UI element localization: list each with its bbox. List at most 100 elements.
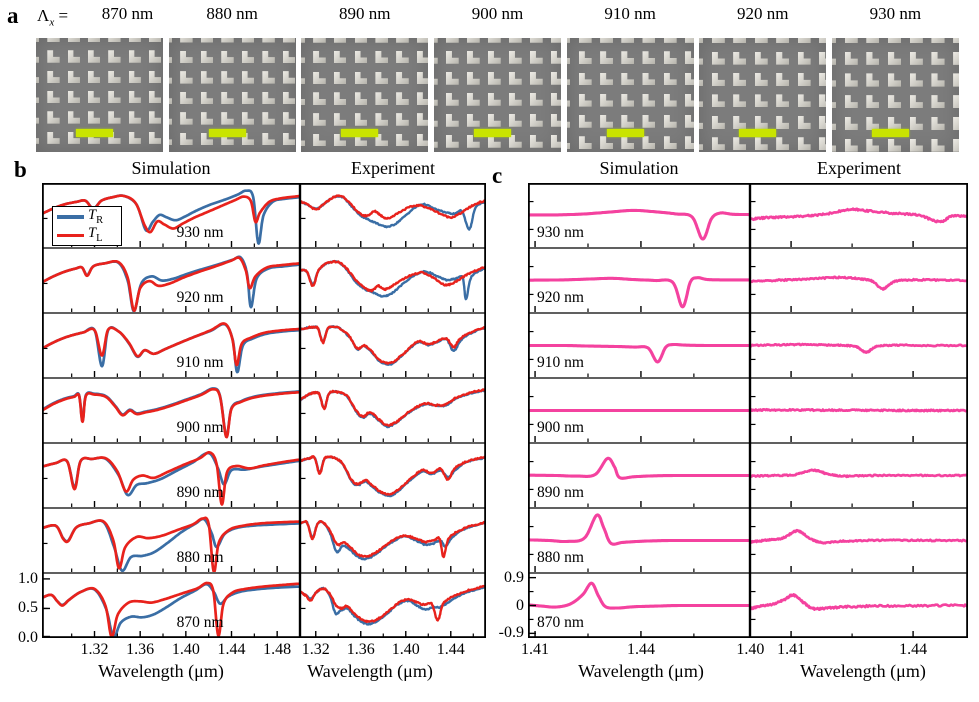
meta-atom-l-shape [87,50,101,63]
meta-atom-l-shape [67,70,80,83]
meta-atom-l-shape [445,93,459,106]
meta-atom-l-shape [797,38,811,44]
meta-atom-l-shape [148,38,162,43]
meta-atom-l-shape [831,73,837,87]
meta-atom-l-shape [396,38,409,43]
meta-atom-l-shape [47,90,60,104]
meta-atom-l-shape [466,93,480,106]
curve-c-870nm-CD [751,593,967,612]
meta-atom-l-shape [47,70,60,83]
meta-atom-l-shape [180,38,193,43]
meta-atom-l-shape [866,116,880,130]
meta-atom-l-shape [699,72,704,86]
meta-atom-l-shape [931,73,945,87]
sem-image-910 [566,38,694,152]
curve-b-870nm-TL [43,581,299,637]
meta-atom-l-shape [487,114,501,127]
meta-atom-l-shape [241,38,255,43]
meta-atom-l-shape [433,51,438,64]
meta-atom-l-shape [953,38,959,44]
meta-atom-l-shape [819,72,827,86]
meta-atom-l-shape [887,38,902,44]
sem-image-870 [36,38,163,152]
x-tick-label-b-0-1.4: 1.40 [171,641,200,658]
meta-atom-l-shape [87,38,101,43]
meta-atom-l-shape [333,113,347,126]
meta-atom-l-shape [148,50,162,63]
meta-atom-l-shape [47,131,60,144]
meta-atom-l-shape [433,38,438,43]
meta-atom-l-shape [621,38,635,43]
x-tick-label-b-1-1.32: 1.32 [301,641,330,658]
meta-atom-l-shape [282,91,296,105]
meta-atom-l-shape [396,113,409,126]
meta-atom-l-shape [301,71,305,85]
panel-c-label: c [492,163,503,188]
meta-atom-l-shape [445,38,459,43]
meta-atom-l-shape [36,50,40,63]
panel-c-sim-x-axis-title: Wavelength (μm) [578,661,704,681]
meta-atom-l-shape [396,71,409,85]
meta-atom-l-shape [466,51,480,64]
meta-atom-l-shape [600,72,613,86]
meta-atom-l-shape [550,135,561,148]
y-tick-label-c-0: 0 [516,596,524,614]
curve-c-890nm-CD [529,456,749,480]
meta-atom-l-shape [566,51,571,65]
meta-atom-l-shape [621,114,635,128]
meta-atom-l-shape [333,92,347,105]
meta-atom-l-shape [844,138,858,152]
meta-atom-l-shape [262,91,275,105]
meta-atom-l-shape [313,133,326,147]
meta-atom-l-shape [433,135,438,148]
panel-c-plot [528,183,968,638]
meta-atom-l-shape [221,38,234,43]
meta-atom-l-shape [67,50,80,63]
meta-atom-l-shape [148,70,162,83]
meta-atom-l-shape [776,137,790,151]
curve-c-920nm-CD [529,276,749,309]
meta-atom-l-shape [953,51,959,65]
meta-atom-l-shape [642,38,656,43]
meta-atom-l-shape [621,51,635,65]
meta-atom-l-shape [887,138,902,152]
meta-atom-l-shape [200,38,214,43]
curve-c-880nm-CD [751,528,967,545]
meta-atom-l-shape [508,114,522,127]
meta-atom-l-shape [108,111,121,124]
meta-atom-l-shape [754,115,768,129]
meta-atom-l-shape [776,51,790,65]
meta-atom-l-shape [600,51,613,65]
meta-atom-l-shape [221,71,234,84]
meta-atom-l-shape [819,94,827,108]
meta-atom-l-shape [550,51,561,64]
row-period-label-b-890nm: 890 nm [176,484,224,501]
meta-atom-l-shape [642,114,656,128]
meta-atom-l-shape [313,50,326,64]
row-period-label-c-880nm: 880 nm [537,549,584,566]
meta-atom-l-shape [733,94,747,108]
meta-atom-l-shape [953,95,959,109]
legend-item-tl: TL [57,226,118,244]
meta-atom-l-shape [663,136,677,150]
curve-c-930nm-CD [751,207,967,224]
meta-atom-l-shape [221,91,234,105]
x-tick-label-c-1-1.4: 1.40 [736,641,765,658]
row-period-label-c-890nm: 890 nm [537,484,584,501]
curve-b-920nm-TL [43,256,299,312]
meta-atom-l-shape [282,112,296,125]
meta-atom-l-shape [108,70,121,83]
meta-atom-l-shape [931,38,945,44]
equals-sign: = [58,6,69,25]
meta-atom-l-shape [301,113,305,126]
meta-atom-l-shape [797,94,811,108]
meta-atom-l-shape [831,51,837,65]
meta-atom-l-shape [396,92,409,105]
curve-b-920nm-TL [301,259,485,293]
meta-atom-l-shape [375,92,389,105]
meta-atom-l-shape [866,138,880,152]
panel-b-sim-x-axis-title: Wavelength (μm) [98,661,224,681]
meta-atom-l-shape [909,73,923,87]
meta-atom-l-shape [262,132,275,146]
meta-atom-l-shape [416,71,429,85]
